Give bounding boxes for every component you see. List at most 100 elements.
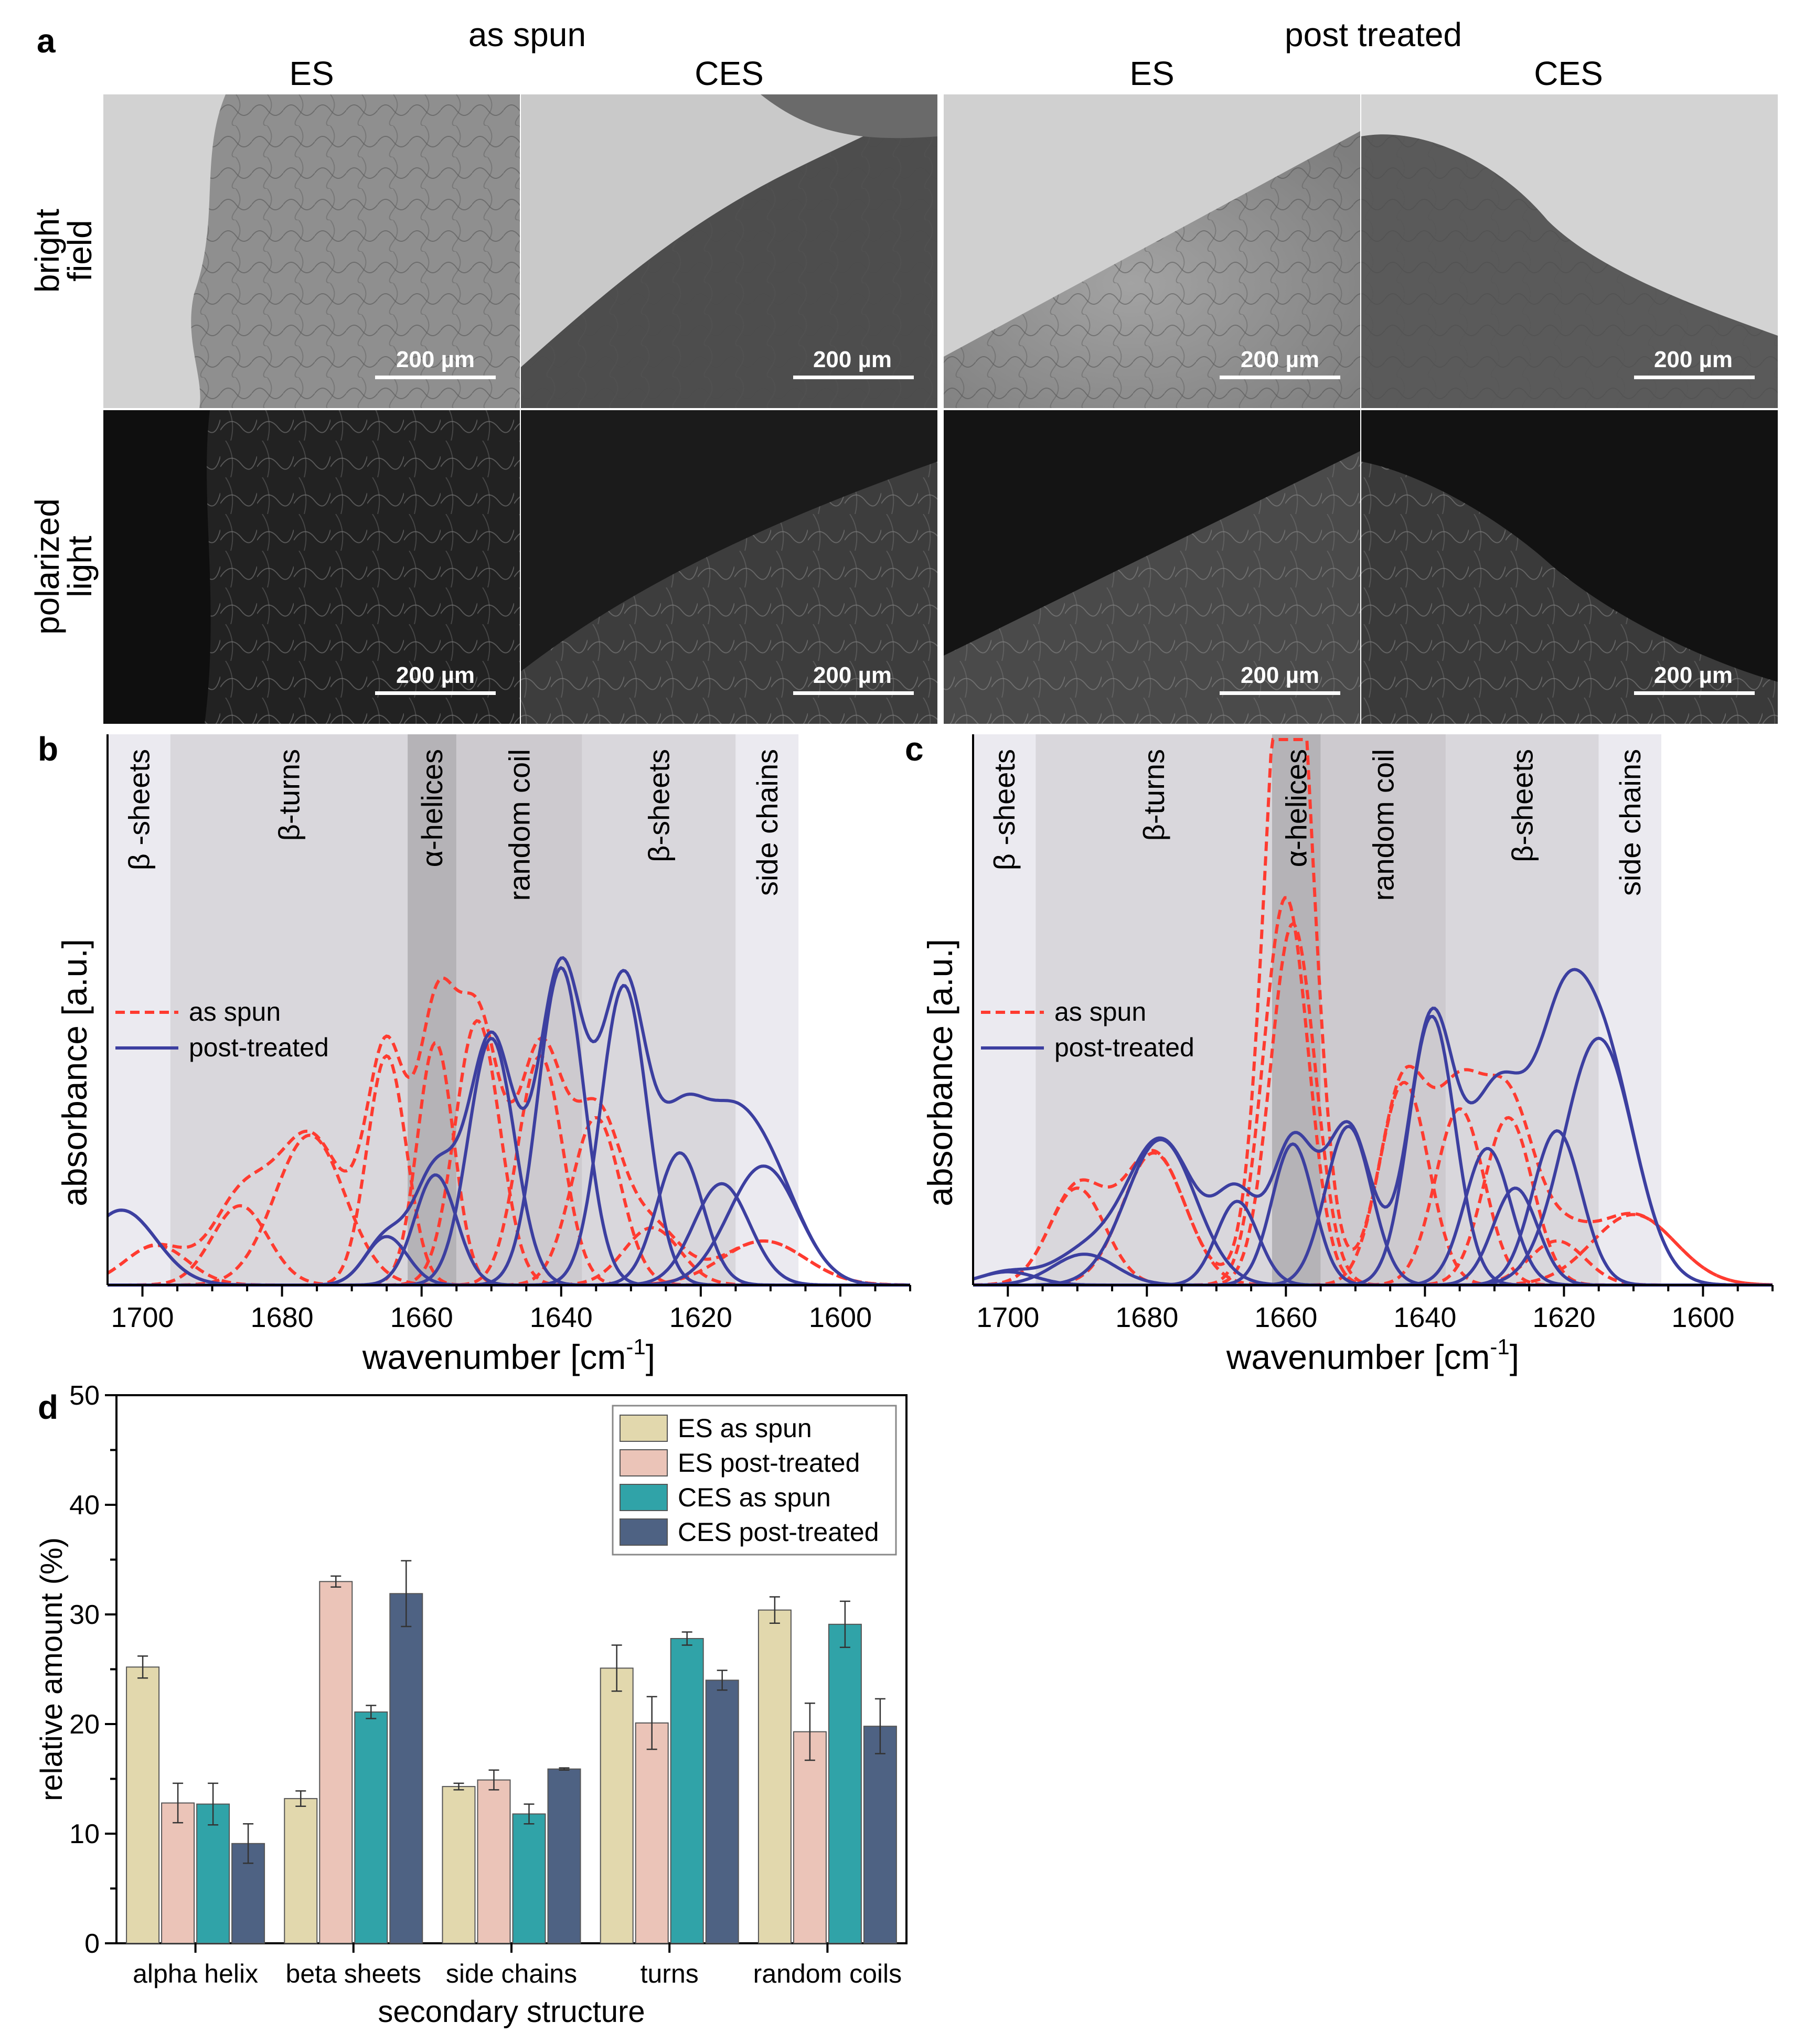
band-1 — [170, 734, 408, 1285]
band-0 — [973, 734, 1036, 1285]
band-label: β -sheets — [988, 749, 1021, 870]
micrograph-polarized-ces-as-spun — [521, 410, 937, 724]
bar-CES-post-treated-random-coils — [863, 1726, 897, 1944]
y-tick-label: 0 — [84, 1929, 100, 1959]
x-axis-label-end: ] — [646, 1337, 655, 1376]
band-0 — [108, 734, 170, 1285]
x-axis-label-end: ] — [1510, 1337, 1519, 1376]
row-label-polarized-light: polarized light — [28, 498, 99, 635]
column-label-es-post-treated: ES — [1129, 55, 1174, 92]
band-label: β -sheets — [122, 749, 155, 870]
scale-bar-6: 200 µm — [793, 662, 914, 695]
x-tick-label: 1660 — [390, 1302, 453, 1333]
panel-a-letter: a — [37, 22, 56, 60]
y-tick-label: 30 — [69, 1600, 100, 1630]
row-label-bright-field: bright field — [28, 209, 99, 293]
bar-ES-as-spun-side-chains — [442, 1786, 476, 1944]
x-axis-label-main: wavenumber [cm — [362, 1337, 626, 1376]
scale-bar-label: 200 µm — [813, 347, 892, 372]
x-tick-label: 1700 — [976, 1302, 1039, 1333]
panel-letter: c — [905, 730, 924, 768]
band-label: β-sheets — [643, 749, 676, 862]
scale-bar-7: 200 µm — [1220, 662, 1340, 695]
scale-bar-8: 200 µm — [1634, 662, 1755, 695]
bar-CES-as-spun-beta-sheets — [354, 1711, 388, 1944]
bar-ES-as-spun-alpha-helix — [126, 1666, 160, 1944]
y-axis-label: absorbance [a.u.] — [921, 939, 959, 1206]
scale-bar-label: 200 µm — [396, 662, 475, 688]
bar-ES-post-treated-alpha-helix — [161, 1802, 195, 1944]
envelope-post-treated — [973, 968, 1773, 1287]
group-label-post-treated: post treated — [1285, 16, 1462, 53]
scale-bar-label: 200 µm — [1241, 347, 1319, 372]
band-3 — [456, 734, 582, 1285]
x-tick-label: alpha helix — [133, 1959, 258, 1988]
bar-CES-post-treated-side-chains — [547, 1768, 581, 1944]
column-label-es-as-spun: ES — [289, 55, 334, 92]
micrograph-bright-ces-as-spun — [521, 94, 937, 408]
bar-CES-as-spun-turns — [670, 1638, 704, 1944]
scale-bar-label: 200 µm — [1241, 662, 1319, 688]
micrograph-polarized-ces-post-treated — [1361, 410, 1778, 724]
y-axis-label: relative amount (%) — [35, 1537, 69, 1801]
band-label: side chains — [1614, 749, 1647, 896]
scale-bar-2: 200 µm — [793, 347, 914, 379]
x-axis-label: wavenumber [cm-1] — [1226, 1334, 1519, 1376]
band-label: β-sheets — [1506, 749, 1539, 862]
legend-label-post-treated: post-treated — [1054, 1033, 1194, 1062]
scale-bar-4: 200 µm — [1634, 347, 1755, 379]
y-tick-label: 40 — [69, 1490, 100, 1521]
bar-CES-as-spun-alpha-helix — [196, 1803, 230, 1944]
scale-bar-label: 200 µm — [396, 347, 475, 372]
y-axis-label: absorbance [a.u.] — [55, 939, 94, 1206]
x-tick-label: 1680 — [1115, 1302, 1178, 1333]
envelope-as-spun — [973, 738, 1773, 1287]
bar-ES-post-treated-beta-sheets — [319, 1581, 353, 1944]
micrograph-bright-es-as-spun — [103, 94, 520, 408]
scale-bar-5: 200 µm — [375, 662, 496, 695]
legend-label: CES post-treated — [678, 1517, 879, 1547]
micrograph-polarized-es-as-spun — [103, 410, 520, 724]
band-label: α-helices — [415, 749, 449, 867]
x-tick-label: 1680 — [251, 1302, 314, 1333]
panel-a: a as spun post treated ES CES ES CES bri… — [28, 16, 1778, 724]
bar-ES-post-treated-turns — [635, 1722, 669, 1944]
x-axis-label-main: wavenumber [cm — [1226, 1337, 1490, 1376]
x-tick-label: side chains — [446, 1959, 577, 1988]
legend-swatch — [620, 1415, 668, 1442]
bar-CES-post-treated-turns — [705, 1679, 739, 1944]
band-label: β-turns — [1137, 749, 1170, 841]
panel-d: d 0 10 20 30 40 50 alpha helix beta sheets side c… — [35, 1380, 908, 2029]
x-tick-label: 1600 — [1671, 1302, 1734, 1333]
x-tick-label: 1600 — [809, 1302, 872, 1333]
bar-ES-post-treated-side-chains — [477, 1779, 511, 1944]
bar-ES-as-spun-beta-sheets — [284, 1798, 318, 1944]
panel-b: β -sheets β-turns α-helices random coil β-sh… — [38, 730, 911, 1376]
row-label-bright: bright — [28, 209, 66, 293]
x-axis-label-sup: -1 — [1490, 1334, 1509, 1359]
row-label-field: field — [61, 220, 99, 281]
row-label-light: light — [61, 536, 99, 597]
micrograph-bright-ces-post-treated — [1361, 94, 1778, 409]
band-1 — [1036, 734, 1272, 1285]
bar-ES-as-spun-random-coils — [757, 1609, 792, 1944]
bar-CES-post-treated-beta-sheets — [389, 1593, 423, 1944]
legend-swatch — [620, 1449, 668, 1476]
y-tick-label: 50 — [69, 1380, 100, 1411]
panel-c: β -sheets β-turns α-helices random coil β-sh… — [905, 730, 1774, 1376]
x-tick-label: 1620 — [669, 1302, 732, 1333]
x-tick-label: 1660 — [1254, 1302, 1317, 1333]
band-label: random coil — [1367, 749, 1400, 901]
y-tick-label: 10 — [69, 1819, 100, 1849]
x-tick-label: random coils — [753, 1959, 902, 1988]
x-tick-label: 1640 — [1393, 1302, 1456, 1333]
scale-bar-label: 200 µm — [1654, 347, 1733, 372]
column-label-ces-post-treated: CES — [1534, 55, 1603, 92]
x-axis-label: secondary structure — [378, 1995, 645, 2029]
row-label-polarized: polarized — [28, 498, 66, 635]
y-tick-label: 20 — [69, 1709, 100, 1740]
band-label: side chains — [751, 749, 784, 896]
legend-label: ES as spun — [678, 1414, 812, 1443]
x-axis-label-sup: -1 — [626, 1334, 645, 1359]
x-tick-label: 1640 — [530, 1302, 593, 1333]
